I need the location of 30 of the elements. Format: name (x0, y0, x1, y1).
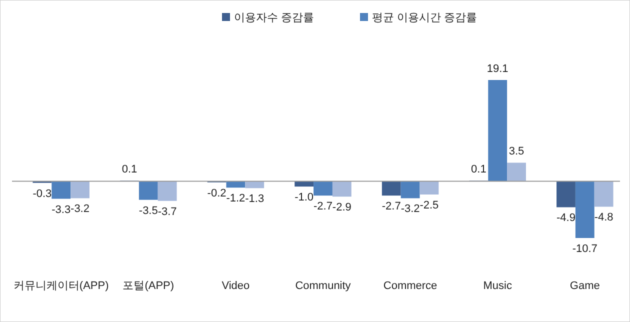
data-label: -3.2 (70, 203, 90, 216)
data-label: 0.1 (471, 164, 486, 176)
data-label: -1.2 (226, 192, 246, 205)
data-label: -3.5 (138, 204, 158, 217)
data-label: -4.9 (556, 212, 576, 224)
data-label: -0.3 (32, 188, 52, 200)
x-tick-label: 포털(APP) (122, 280, 174, 292)
data-label: -2.7 (382, 200, 401, 213)
x-tick-label: Video (222, 280, 250, 292)
x-tick-label: Game (570, 280, 600, 292)
data-label: -1.3 (245, 193, 264, 206)
x-tick-label: Music (483, 280, 512, 292)
data-label: -2.5 (420, 200, 439, 212)
data-label: -3.7 (158, 206, 177, 218)
data-label: -2.9 (332, 202, 352, 214)
x-tick-label: 커뮤니케이터(APP) (13, 280, 109, 292)
data-label: 0.1 (122, 164, 138, 176)
legend-label: 이용자수 증감률 (234, 12, 314, 24)
data-label: -2.7 (314, 200, 332, 213)
data-label: 19.1 (486, 63, 508, 75)
x-tick-label: Commerce (383, 280, 438, 292)
data-label: -0.2 (207, 187, 226, 200)
data-label: -1.0 (294, 192, 314, 204)
data-label: -3.2 (400, 203, 420, 216)
data-label: -4.8 (594, 212, 614, 224)
data-label: -10.7 (572, 243, 598, 255)
data-label: -3.3 (52, 204, 71, 216)
legend-label: 평균 이용시간 증감률 (372, 12, 478, 24)
x-tick-label: Community (295, 280, 352, 292)
data-label: 3.5 (508, 146, 524, 158)
